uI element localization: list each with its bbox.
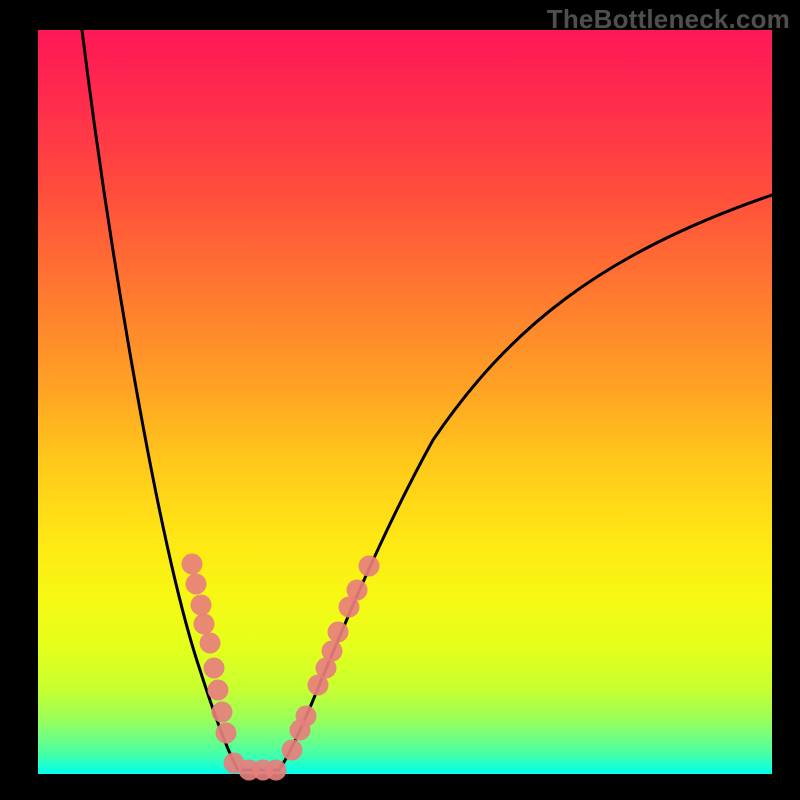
plot-area	[38, 30, 772, 774]
data-marker	[200, 633, 221, 654]
data-marker	[194, 614, 215, 635]
data-marker	[266, 760, 287, 781]
data-marker	[359, 556, 380, 577]
bottleneck-curve	[82, 30, 772, 770]
data-marker	[182, 554, 203, 575]
data-marker	[282, 740, 303, 761]
data-marker	[191, 595, 212, 616]
data-marker	[186, 574, 207, 595]
watermark-text: TheBottleneck.com	[547, 4, 790, 35]
marker-group	[182, 554, 380, 781]
data-marker	[212, 702, 233, 723]
chart-svg	[38, 30, 772, 774]
data-marker	[328, 622, 349, 643]
data-marker	[296, 706, 317, 727]
data-marker	[208, 680, 229, 701]
data-marker	[347, 580, 368, 601]
data-marker	[204, 658, 225, 679]
data-marker	[322, 641, 343, 662]
data-marker	[216, 723, 237, 744]
